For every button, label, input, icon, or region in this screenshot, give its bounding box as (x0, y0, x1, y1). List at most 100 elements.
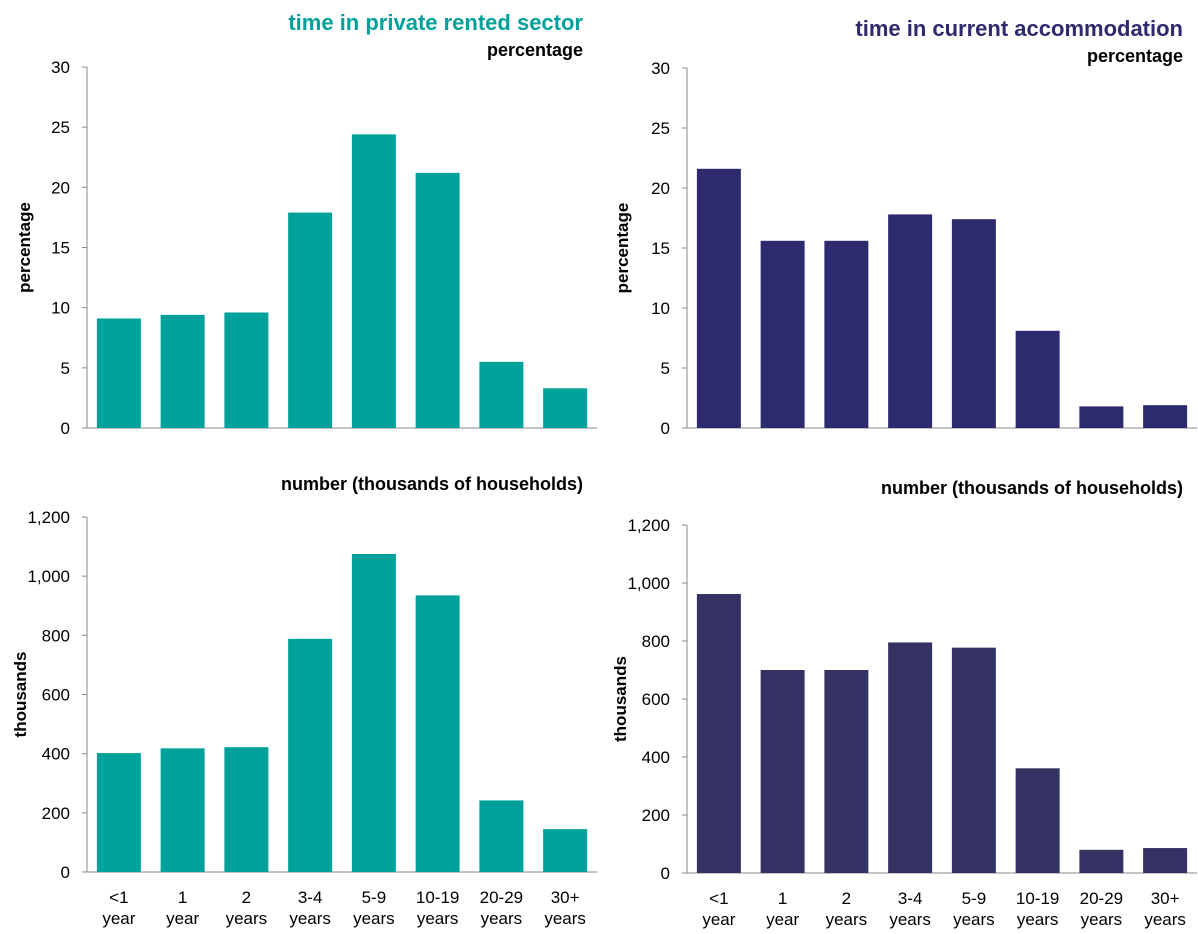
x-tick-label: 1 (778, 889, 787, 908)
x-tick-label: 20-29 (480, 888, 523, 907)
y-tick-label: 1,000 (27, 567, 70, 586)
x-tick-label: years (889, 910, 931, 929)
y-tick-label: 800 (42, 626, 70, 645)
y-tick-label: 400 (642, 748, 670, 767)
y-tick-label: 0 (61, 863, 70, 882)
bar (760, 240, 805, 428)
y-tick-label: 10 (51, 299, 70, 318)
y-tick-label: 0 (661, 864, 670, 883)
bar (1015, 768, 1060, 873)
bar (888, 642, 933, 873)
chart-prs-number: 0 200 400 600 800 1,000 1,200 thousands <1 year 1 y… (11, 508, 597, 928)
x-tick-label: years (953, 910, 995, 929)
x-tick-label: 3-4 (298, 888, 323, 907)
y-axis-title: percentage (613, 203, 632, 294)
bar (160, 314, 205, 428)
x-tick-label: years (289, 909, 331, 928)
x-tick-label: 30+ (551, 888, 580, 907)
y-axis-title: thousands (611, 656, 630, 742)
bar (224, 747, 269, 872)
x-tick-label: 10-19 (1016, 889, 1059, 908)
y-tick-label: 200 (42, 804, 70, 823)
x-tick-label: year (702, 910, 735, 929)
x-tick-label: 3-4 (898, 889, 923, 908)
y-tick-label: 200 (642, 806, 670, 825)
y-axis-title: thousands (11, 652, 30, 738)
bar (351, 134, 396, 429)
x-tick-label: years (1081, 910, 1123, 929)
bar (96, 318, 141, 428)
bar (696, 594, 741, 873)
x-tick-label: years (826, 910, 868, 929)
bar (824, 240, 869, 428)
y-tick-label: 20 (651, 179, 670, 198)
y-tick-label: 30 (651, 59, 670, 78)
bar (479, 361, 524, 428)
bar (351, 553, 396, 872)
x-tick-label: year (102, 909, 135, 928)
x-tick-label: <1 (109, 888, 128, 907)
y-tick-label: 1,200 (627, 516, 670, 535)
x-tick-label: years (226, 909, 268, 928)
chart-cur-percentage: 0 5 10 15 20 25 30 percentage (613, 59, 1197, 438)
bar (1079, 406, 1124, 428)
y-tick-label: 1,000 (627, 574, 670, 593)
bar (415, 595, 460, 872)
y-tick-label: 25 (51, 118, 70, 137)
x-tick-label: 5-9 (362, 888, 387, 907)
y-axis-title: percentage (15, 202, 34, 293)
x-tick-label: years (417, 909, 459, 928)
bar (288, 638, 333, 872)
x-tick-label: years (1017, 910, 1059, 929)
bar (288, 212, 333, 428)
bar (415, 172, 460, 428)
bar (543, 388, 588, 428)
bar (1015, 330, 1060, 428)
x-tick-label: years (544, 909, 586, 928)
chart-title-cur-percentage: percentage (1086, 46, 1183, 66)
x-tick-label: year (166, 909, 199, 928)
x-tick-label: 20-29 (1080, 889, 1123, 908)
bar (696, 168, 741, 429)
x-tick-label: 10-19 (416, 888, 459, 907)
heading-private-rented: time in private rented sector (288, 10, 583, 35)
x-tick-label: years (481, 909, 523, 928)
x-tick-label: 5-9 (962, 889, 987, 908)
x-tick-label: <1 (709, 889, 728, 908)
y-tick-label: 25 (651, 119, 670, 138)
chart-cur-number: 0 200 400 600 800 1,000 1,200 thousands <1 year 1 y… (611, 516, 1197, 929)
bar (96, 753, 141, 872)
y-tick-label: 600 (642, 690, 670, 709)
y-tick-label: 5 (61, 359, 70, 378)
chart-prs-percentage: 0 5 10 15 20 25 30 percentage (15, 58, 597, 438)
bar (951, 219, 996, 428)
x-tick-label: years (1144, 910, 1186, 929)
bar (160, 748, 205, 872)
bar (888, 214, 933, 428)
y-tick-label: 0 (61, 419, 70, 438)
bar (824, 670, 869, 873)
x-tick-label: 2 (242, 888, 251, 907)
bar (1143, 848, 1188, 873)
chart-title-prs-number: number (thousands of households) (281, 474, 583, 494)
y-tick-label: 15 (51, 239, 70, 258)
bar (1079, 849, 1124, 873)
bar (760, 670, 805, 873)
bar (479, 800, 524, 872)
x-tick-label: year (766, 910, 799, 929)
chart-title-cur-number: number (thousands of households) (881, 478, 1183, 498)
y-tick-label: 600 (42, 686, 70, 705)
y-tick-label: 5 (661, 359, 670, 378)
y-tick-label: 30 (51, 58, 70, 77)
y-tick-label: 20 (51, 178, 70, 197)
bar (543, 829, 588, 872)
y-tick-label: 1,200 (27, 508, 70, 527)
chart-title-prs-percentage: percentage (486, 40, 583, 60)
x-tick-label: years (353, 909, 395, 928)
x-tick-label: 2 (842, 889, 851, 908)
y-tick-label: 15 (651, 239, 670, 258)
y-tick-label: 0 (661, 419, 670, 438)
x-tick-label: 30+ (1151, 889, 1180, 908)
bar (224, 312, 269, 428)
